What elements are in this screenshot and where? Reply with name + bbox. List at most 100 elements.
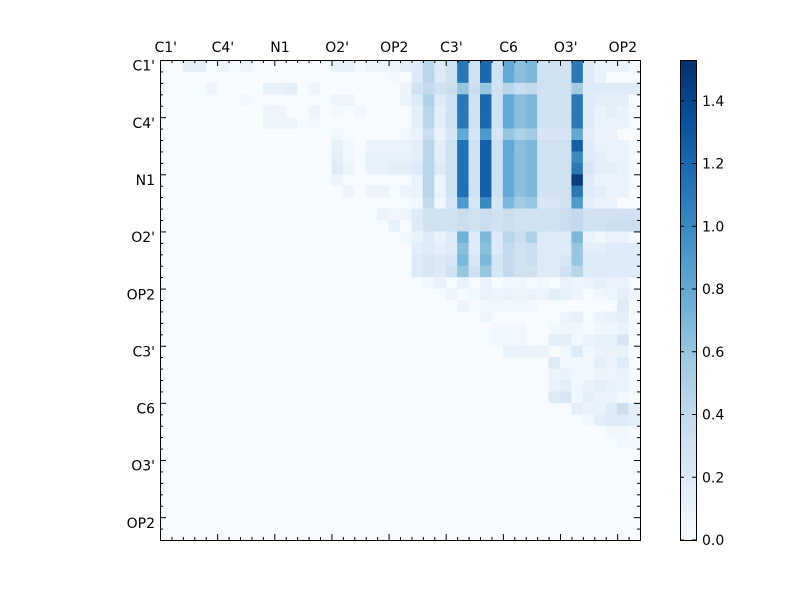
heatmap-cell [605, 391, 618, 404]
heatmap-cell [502, 71, 515, 84]
heatmap-cell [331, 174, 344, 187]
heatmap-cell [491, 197, 504, 209]
heatmap-cell [617, 368, 629, 381]
heatmap-cell [445, 208, 458, 221]
heatmap-cell [617, 357, 629, 369]
heatmap-cell [560, 322, 572, 335]
heatmap-cell [525, 82, 538, 95]
heatmap-cell [365, 140, 378, 152]
heatmap-cell [571, 345, 584, 358]
heatmap-cell [548, 82, 561, 95]
heatmap-cell [594, 117, 607, 129]
heatmap-cell [605, 322, 618, 335]
heatmap-cell [502, 208, 515, 221]
heatmap-cell [434, 94, 447, 107]
heatmap-cell [457, 140, 469, 152]
heatmap-cell [537, 162, 549, 175]
heatmap-cell [468, 220, 481, 232]
heatmap-cell [537, 265, 549, 278]
x-tick-label: C6 [499, 40, 518, 56]
heatmap-cell [525, 288, 538, 301]
heatmap-cell [582, 151, 595, 164]
heatmap-cell [411, 174, 424, 187]
heatmap-cell [514, 254, 527, 267]
heatmap-cell [468, 288, 481, 301]
heatmap-cell [434, 117, 447, 129]
heatmap-cell [445, 71, 458, 84]
heatmap-cell [491, 220, 504, 232]
heatmap-cell [548, 208, 561, 221]
heatmap-cell [457, 242, 469, 255]
colorbar-ticks: 0.0 0.2 0.4 0.6 0.8 1.0 1.2 1.4 [680, 94, 724, 549]
heatmap-cell [582, 231, 595, 244]
heatmap-cell [560, 140, 572, 152]
heatmap-cell [434, 254, 447, 267]
heatmap-cell [491, 322, 504, 335]
heatmap-cell [582, 94, 595, 107]
heatmap-cell [468, 140, 481, 152]
heatmap-cell [434, 71, 447, 84]
heatmap-cell [514, 105, 527, 118]
heatmap-cell [491, 117, 504, 129]
heatmap-cell [605, 242, 618, 255]
heatmap-cell [457, 208, 469, 221]
heatmap-cell [240, 60, 252, 72]
heatmap-cell [582, 368, 595, 381]
heatmap-cell [605, 345, 618, 358]
heatmap-cell [548, 105, 561, 118]
heatmap-cell [514, 162, 527, 175]
heatmap-cell [571, 402, 584, 415]
heatmap-cell [308, 82, 321, 95]
heatmap-cell [491, 82, 504, 95]
heatmap-cell [582, 117, 595, 129]
heatmap-cell [548, 162, 561, 175]
heatmap-cell [571, 208, 584, 221]
heatmap-cell [537, 94, 549, 107]
heatmap-cell [617, 380, 629, 392]
heatmap-cell [582, 277, 595, 289]
heatmap-cell [548, 151, 561, 164]
heatmap-cell [571, 151, 584, 164]
heatmap-cell [491, 254, 504, 267]
heatmap-cell [537, 288, 549, 301]
y-tick-label: C4' [132, 116, 155, 132]
heatmap-cell [560, 265, 572, 278]
heatmap-cell [514, 60, 527, 72]
heatmap-cell [400, 151, 412, 164]
heatmap-cell [537, 242, 549, 255]
heatmap-cell [537, 71, 549, 84]
heatmap-cell [548, 242, 561, 255]
heatmap-cell [605, 94, 618, 107]
heatmap-cell [445, 185, 458, 198]
heatmap-cell [411, 105, 424, 118]
heatmap-cell [628, 208, 641, 221]
heatmap-cell [594, 208, 607, 221]
heatmap-cell [594, 334, 607, 347]
heatmap-cell [537, 231, 549, 244]
heatmap-cell [582, 105, 595, 118]
heatmap-cell [617, 185, 629, 198]
heatmap-cell [491, 128, 504, 141]
heatmap-cell [468, 105, 481, 118]
heatmap-cell [285, 117, 298, 129]
heatmap-cell [422, 265, 435, 278]
heatmap-cell [605, 208, 618, 221]
heatmap-cell [377, 208, 389, 221]
heatmap-cell [594, 380, 607, 392]
heatmap-cell [434, 128, 447, 141]
colorbar-tick-label: 0.8 [702, 282, 724, 298]
heatmap-cell [434, 140, 447, 152]
heatmap-cell [571, 220, 584, 232]
heatmap-cell [571, 185, 584, 198]
heatmap-cell [262, 105, 275, 118]
heatmap-cell [617, 277, 629, 289]
heatmap-cell [411, 128, 424, 141]
heatmap-cell [468, 174, 481, 187]
heatmap-cell [514, 265, 527, 278]
heatmap-cell [240, 94, 252, 107]
heatmap-cell [548, 254, 561, 267]
heatmap-cell [525, 242, 538, 255]
heatmap-cell [457, 82, 469, 95]
heatmap-cell [445, 162, 458, 175]
